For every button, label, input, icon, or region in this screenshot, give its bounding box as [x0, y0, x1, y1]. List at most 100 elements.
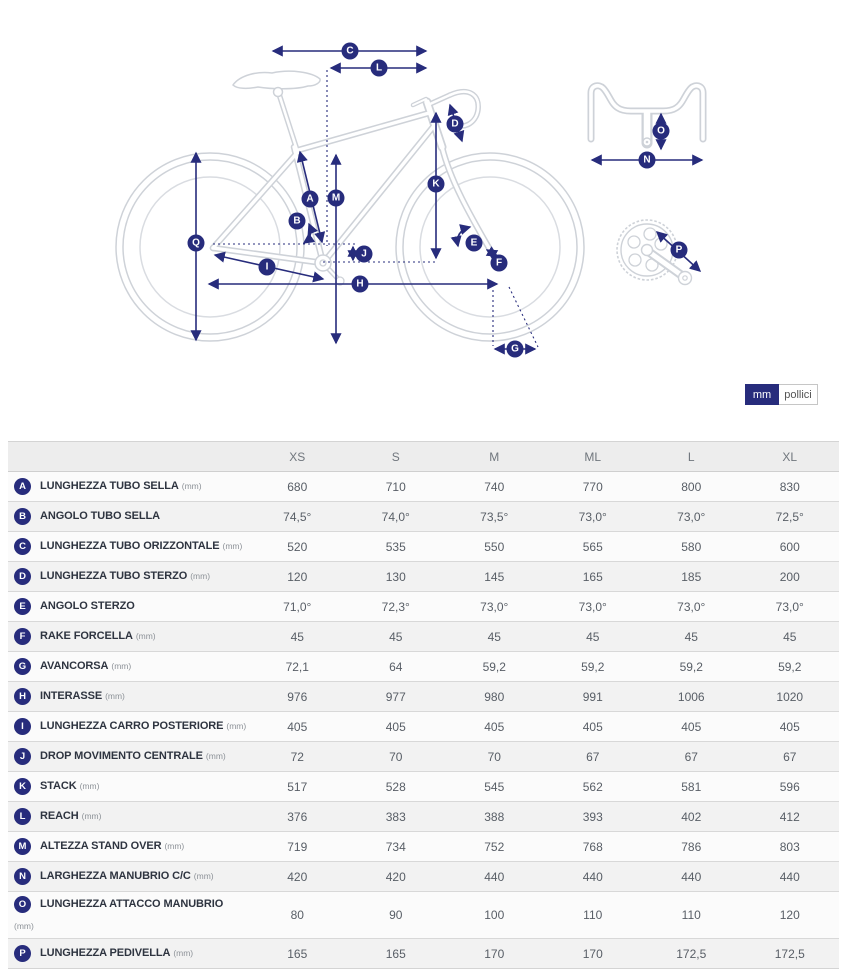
- size-column-header: L: [687, 449, 695, 464]
- geo-value-cell: 59,2: [482, 659, 506, 674]
- row-unit: (mm): [193, 871, 214, 881]
- row-letter-badge: F: [14, 628, 31, 645]
- badge-a-icon: A: [301, 190, 319, 208]
- geo-value-cell: 565: [582, 539, 603, 554]
- row-unit: (mm): [205, 751, 226, 761]
- row-label: AVANCORSA: [40, 660, 109, 672]
- geo-value-cell: 770: [582, 479, 603, 494]
- row-label-cell: G AVANCORSA (mm): [8, 654, 248, 679]
- seatpost-clamp: [272, 86, 284, 98]
- row-letter-badge: K: [14, 778, 31, 795]
- geo-value-cell: 74,0°: [381, 509, 410, 524]
- row-label-cell: D LUNGHEZZA TUBO STERZO (mm): [8, 564, 248, 589]
- row-label: DROP MOVIMENTO CENTRALE: [40, 750, 203, 762]
- geo-value-cell: 1020: [776, 689, 804, 704]
- row-unit: (mm): [164, 841, 185, 851]
- geo-value-cell: 73,5°: [480, 509, 509, 524]
- svg-text:Q: Q: [192, 238, 200, 249]
- badge-m-icon: M: [327, 189, 345, 207]
- row-label-cell: O LUNGHEZZA ATTACCO MANUBRIO (mm): [8, 892, 248, 938]
- badge-o-icon: O: [652, 122, 670, 140]
- row-label-cell: B ANGOLO TUBO SELLA: [8, 504, 248, 529]
- row-label-cell: K STACK (mm): [8, 774, 248, 799]
- table-row: E ANGOLO STERZO 71,0° 72,3° 73,0° 73,0° 73,0°…: [8, 592, 839, 622]
- geo-value-cell: 596: [779, 779, 800, 794]
- row-letter-badge: M: [14, 838, 31, 855]
- geo-value-cell: 803: [779, 839, 800, 854]
- geo-value-cell: 830: [779, 479, 800, 494]
- saddle: [232, 70, 321, 90]
- svg-text:C: C: [346, 46, 353, 57]
- geo-value-cell: 72: [290, 749, 304, 764]
- row-unit: (mm): [222, 541, 243, 551]
- handlebar-front-view: [587, 82, 707, 149]
- unit-pollici-button[interactable]: pollici: [779, 384, 818, 405]
- row-label-cell: M ALTEZZA STAND OVER (mm): [8, 834, 248, 859]
- row-unit: (mm): [81, 811, 102, 821]
- reference-dotted-lines: [213, 70, 539, 348]
- row-letter-badge: L: [14, 808, 31, 825]
- geo-value-cell: 440: [582, 869, 603, 884]
- row-label-cell: L REACH (mm): [8, 804, 248, 829]
- table-row: A LUNGHEZZA TUBO SELLA (mm) 680 710 740 770 80…: [8, 472, 839, 502]
- geo-value-cell: 977: [385, 689, 406, 704]
- svg-text:E: E: [471, 238, 478, 249]
- row-label: LUNGHEZZA PEDIVELLA: [40, 947, 171, 959]
- geo-value-cell: 165: [385, 946, 406, 961]
- unit-mm-button[interactable]: mm: [745, 384, 779, 405]
- row-label: RAKE FORCELLA: [40, 630, 133, 642]
- geo-value-cell: 73,0°: [480, 599, 509, 614]
- row-unit: (mm): [226, 721, 247, 731]
- geo-value-cell: 517: [287, 779, 308, 794]
- geo-value-cell: 45: [586, 629, 600, 644]
- row-label: LUNGHEZZA TUBO ORIZZONTALE: [40, 540, 220, 552]
- svg-text:L: L: [376, 63, 382, 74]
- geo-value-cell: 80: [290, 908, 304, 922]
- geo-value-cell: 73,0°: [578, 509, 607, 524]
- geo-value-cell: 991: [582, 689, 603, 704]
- badge-e-icon: E: [465, 234, 483, 252]
- geo-value-cell: 420: [385, 869, 406, 884]
- geo-value-cell: 74,5°: [283, 509, 312, 524]
- geo-value-cell: 90: [389, 908, 403, 922]
- row-label-cell: F RAKE FORCELLA (mm): [8, 624, 248, 649]
- row-label-cell: A LUNGHEZZA TUBO SELLA (mm): [8, 474, 248, 499]
- row-letter-badge: B: [14, 508, 31, 525]
- row-label: ANGOLO STERZO: [40, 600, 135, 612]
- geo-value-cell: 59,2: [679, 659, 703, 674]
- geo-value-cell: 581: [681, 779, 702, 794]
- badge-h-icon: H: [351, 275, 369, 293]
- badge-g-icon: G: [506, 340, 524, 358]
- row-label-cell: E ANGOLO STERZO: [8, 594, 248, 619]
- geo-value-cell: 59,2: [778, 659, 802, 674]
- table-row: J DROP MOVIMENTO CENTRALE (mm) 72 70 70 67 67 6…: [8, 742, 839, 772]
- table-row: K STACK (mm) 517 528 545 562 581 596: [8, 772, 839, 802]
- svg-text:F: F: [496, 258, 502, 269]
- geo-value-cell: 405: [582, 719, 603, 734]
- table-row: P LUNGHEZZA PEDIVELLA (mm) 165 165 170 170 172…: [8, 939, 839, 968]
- geo-value-cell: 45: [783, 629, 797, 644]
- badge-i-icon: I: [258, 258, 276, 276]
- geo-value-cell: 172,5: [676, 946, 707, 961]
- badge-p-icon: P: [670, 241, 688, 259]
- badge-k-icon: K: [427, 175, 445, 193]
- geo-value-cell: 110: [681, 908, 701, 922]
- svg-text:M: M: [332, 193, 340, 204]
- badge-j-icon: J: [355, 245, 373, 263]
- svg-text:P: P: [676, 245, 683, 256]
- row-letter-badge: N: [14, 868, 31, 885]
- row-letter-badge: I: [14, 718, 31, 735]
- geo-value-cell: 719: [287, 839, 308, 854]
- geo-value-cell: 535: [385, 539, 406, 554]
- geo-value-cell: 45: [389, 629, 403, 644]
- row-letter-badge: A: [14, 478, 31, 495]
- row-label: LUNGHEZZA ATTACCO MANUBRIO: [40, 898, 224, 910]
- size-column-header: M: [489, 449, 500, 464]
- geo-value-cell: 165: [287, 946, 308, 961]
- badge-c-icon: C: [341, 42, 359, 60]
- geo-value-cell: 405: [484, 719, 505, 734]
- geo-value-cell: 545: [484, 779, 505, 794]
- geo-value-cell: 562: [582, 779, 603, 794]
- geometry-table: XS S M ML L XL A LUNGHEZZA TUBO SELLA (mm) 680 7…: [8, 441, 839, 969]
- geo-value-cell: 405: [385, 719, 406, 734]
